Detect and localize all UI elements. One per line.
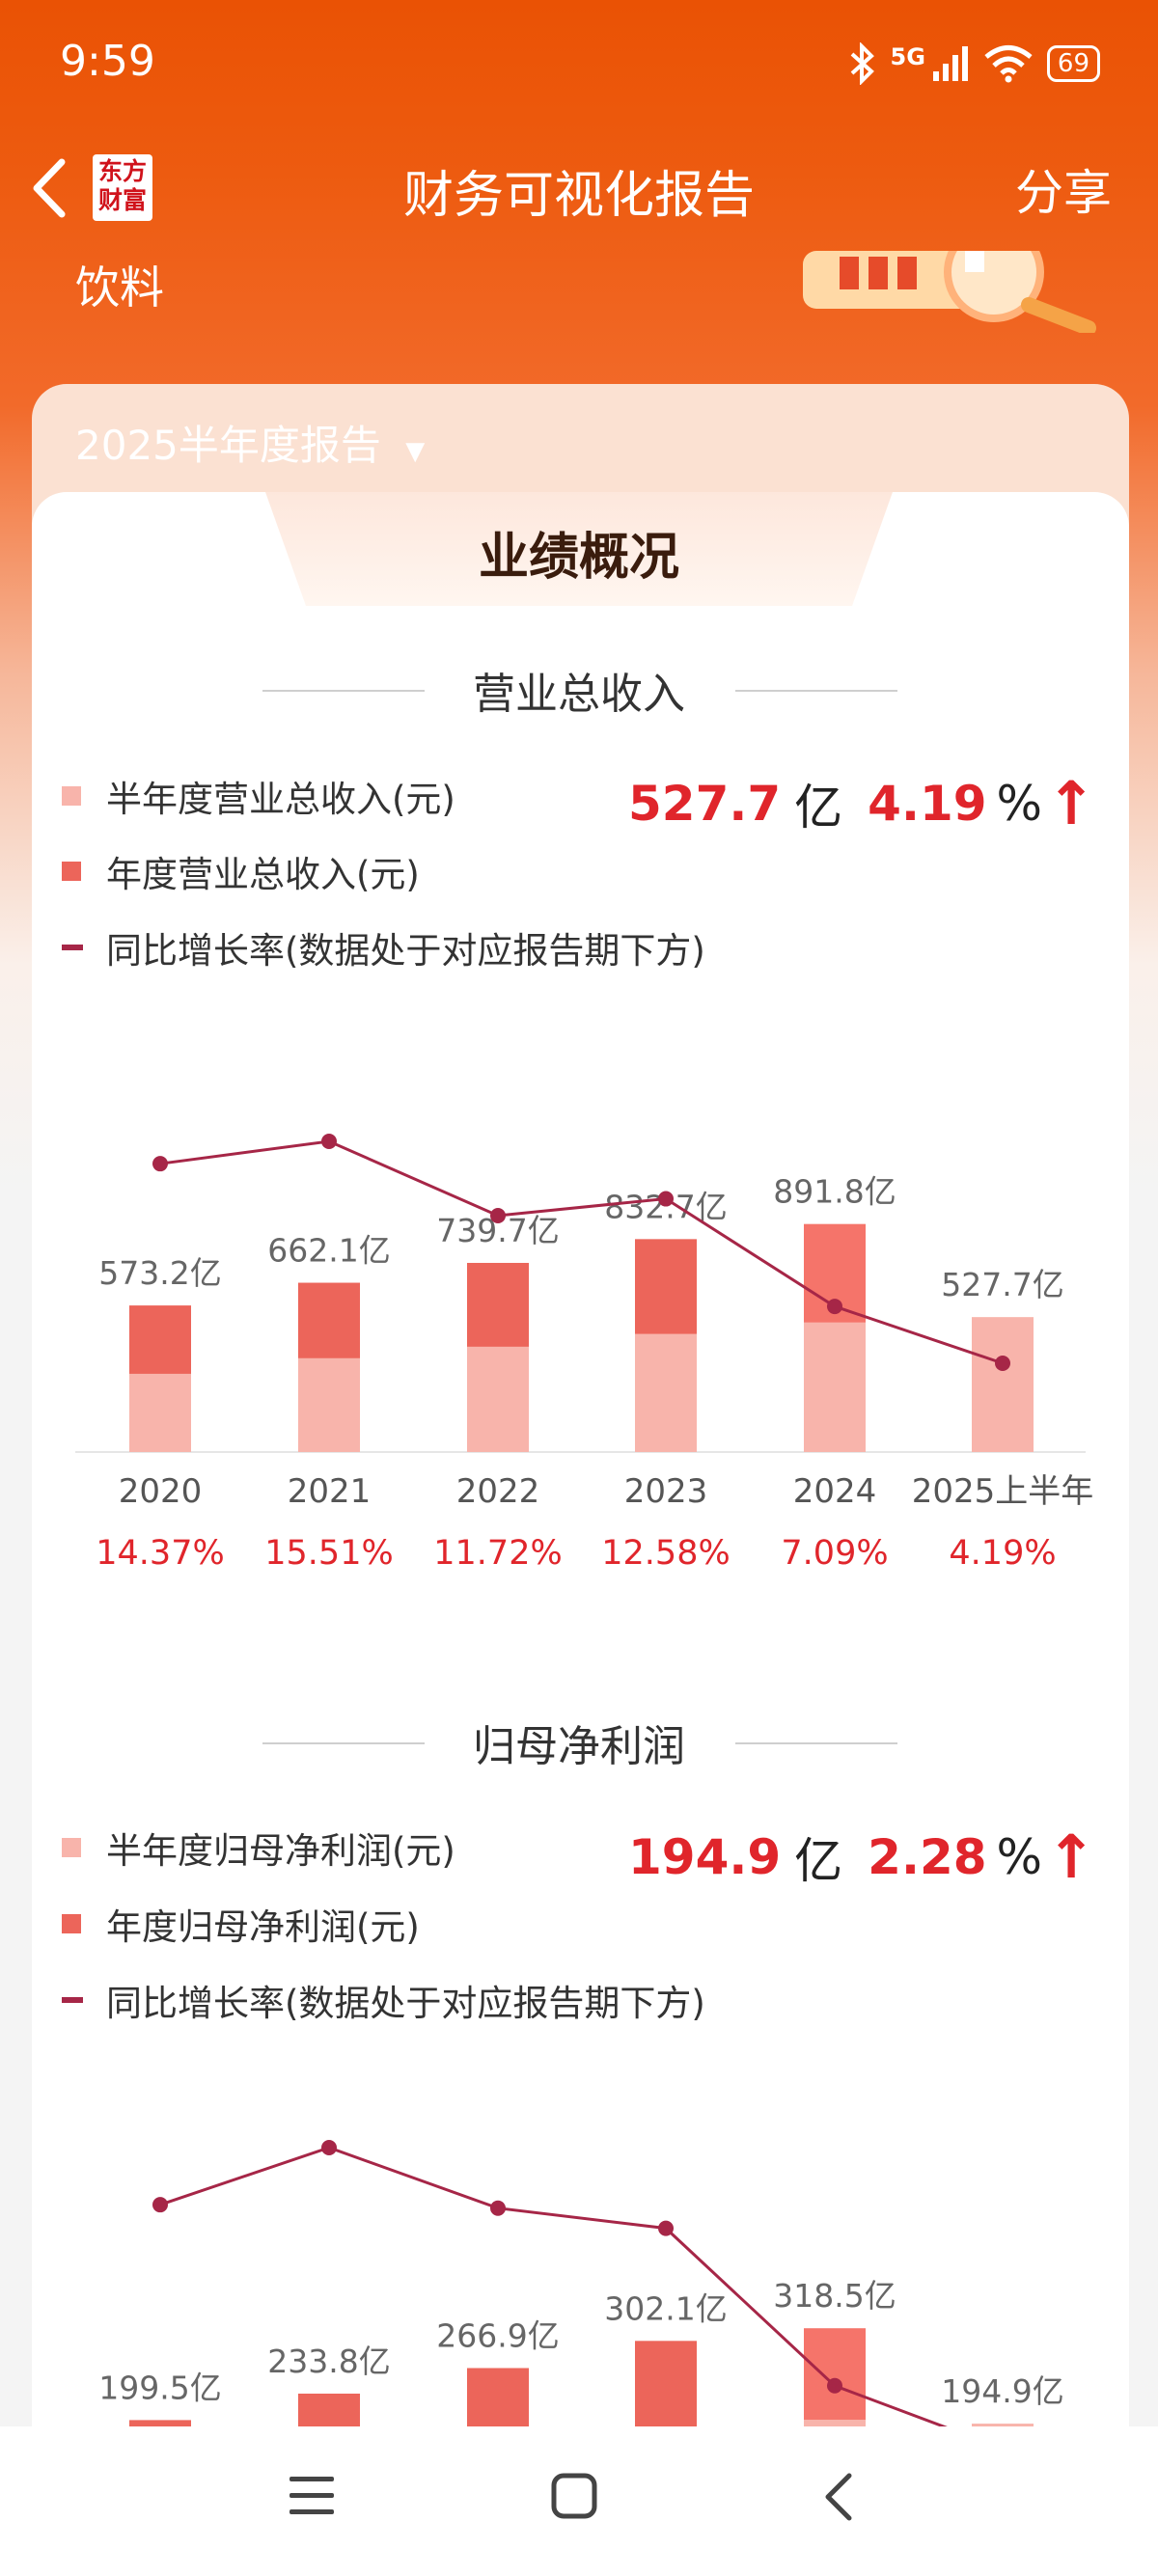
legend-growth-profit: 同比增长率(数据处于对应报告期下方) xyxy=(62,1974,705,2026)
growth-rate-point xyxy=(490,1208,506,1224)
menu-icon[interactable] xyxy=(286,2473,340,2519)
bar-value-label: 891.8亿 xyxy=(773,1173,896,1211)
half-year-bar xyxy=(972,2424,1034,2426)
system-nav-bar xyxy=(0,2426,1158,2576)
legend-annual-revenue: 年度营业总收入(元) xyxy=(62,845,420,897)
growth-rate-point xyxy=(321,2140,337,2155)
legend-swatch xyxy=(62,1838,81,1857)
half-year-bar xyxy=(129,1373,191,1452)
growth-rate-label: 11.72% xyxy=(433,1534,562,1573)
profit-kpi: 194.9 亿 2.28 % ↑ xyxy=(628,1822,1096,1892)
period-selector[interactable]: 2025半年度报告 ▼ xyxy=(75,422,426,469)
growth-rate-label: 4.19% xyxy=(949,1534,1056,1573)
growth-rate-label: 7.09% xyxy=(781,1534,888,1573)
legend-half-profit: 半年度归母净利润(元) xyxy=(62,1822,455,1874)
annual-bar xyxy=(467,2368,529,2426)
growth-rate-label: 15.51% xyxy=(264,1534,393,1573)
x-tick-label: 2023 xyxy=(624,1472,708,1511)
back-arrow-icon[interactable] xyxy=(27,154,75,222)
legend-annual-profit: 年度归母净利润(元) xyxy=(62,1898,420,1950)
bar-value-label: 527.7亿 xyxy=(941,1266,1063,1303)
revenue-section-title: 营业总收入 xyxy=(473,670,685,719)
growth-rate-point xyxy=(827,1299,842,1315)
bar-value-label: 302.1亿 xyxy=(604,2289,727,2327)
half-year-bar xyxy=(804,1322,866,1452)
x-tick-label: 2020 xyxy=(119,1472,203,1511)
bar-value-label: 266.9亿 xyxy=(436,2316,559,2354)
growth-rate-point xyxy=(658,2220,674,2236)
section-tab-shape xyxy=(265,492,893,606)
legend-line-swatch xyxy=(62,1997,83,2003)
x-tick-label: 2024 xyxy=(793,1472,877,1511)
page-title: 财务可视化报告 xyxy=(402,167,755,225)
x-tick-label: 2025上半年 xyxy=(912,1472,1094,1511)
bar-value-label: 318.5亿 xyxy=(773,2277,896,2315)
section-divider-right xyxy=(735,1742,897,1744)
home-icon[interactable] xyxy=(550,2472,598,2520)
half-year-bar xyxy=(467,1346,529,1452)
growth-rate-point xyxy=(152,1156,168,1172)
annual-bar xyxy=(804,2328,866,2426)
company-name: 饮料 xyxy=(75,261,164,314)
x-tick-label: 2022 xyxy=(456,1472,540,1511)
growth-rate-point xyxy=(658,1191,674,1207)
report-card-body xyxy=(32,492,1129,2576)
network-label: 5G xyxy=(890,43,925,70)
bar-value-label: 194.9亿 xyxy=(941,2372,1063,2410)
signal-icon xyxy=(932,46,968,81)
revenue-chart: 573.2亿202014.37%662.1亿202115.51%739.7亿20… xyxy=(75,1134,1094,1573)
half-year-bar xyxy=(298,1357,360,1452)
annual-bar xyxy=(298,2393,360,2426)
growth-rate-point xyxy=(152,2197,168,2213)
growth-rate-line xyxy=(159,2146,948,2426)
annual-bar xyxy=(129,2420,191,2426)
legend-swatch xyxy=(62,786,81,806)
legend-half-revenue: 半年度营业总收入(元) xyxy=(62,770,455,822)
back-nav-icon[interactable] xyxy=(818,2470,857,2524)
section-divider-left xyxy=(262,1742,425,1744)
profit-section-title: 归母净利润 xyxy=(473,1722,685,1771)
revenue-kpi: 527.7 亿 4.19 % ↑ xyxy=(628,768,1096,838)
half-year-bar xyxy=(804,2420,866,2426)
growth-rate-label: 12.58% xyxy=(601,1534,730,1573)
growth-rate-point xyxy=(321,1134,337,1149)
section-tab-title: 业绩概况 xyxy=(478,529,679,587)
battery-indicator: 69 xyxy=(1046,45,1100,82)
bar-value-label: 662.1亿 xyxy=(267,1232,390,1270)
wifi-icon xyxy=(984,45,1033,83)
section-divider-right xyxy=(735,690,897,692)
growth-rate-line xyxy=(159,1139,1004,1365)
bar-value-label: 573.2亿 xyxy=(98,1254,221,1292)
app-logo: 东方 财富 xyxy=(93,154,152,221)
growth-rate-label: 14.37% xyxy=(96,1534,224,1573)
growth-rate-point xyxy=(995,1356,1010,1371)
legend-swatch xyxy=(62,862,81,881)
legend-growth-revenue: 同比增长率(数据处于对应报告期下方) xyxy=(62,921,705,973)
bluetooth-icon xyxy=(850,42,874,85)
growth-rate-point xyxy=(490,2200,506,2216)
status-icons: 5G 69 xyxy=(848,37,1100,91)
annual-bar xyxy=(635,2341,697,2426)
arrow-up-icon: ↑ xyxy=(1046,1822,1096,1892)
legend-swatch xyxy=(62,1914,81,1933)
share-button[interactable]: 分享 xyxy=(1015,165,1112,221)
section-divider-left xyxy=(262,690,425,692)
half-year-bar xyxy=(635,1333,697,1452)
arrow-up-icon: ↑ xyxy=(1046,768,1096,838)
half-year-bar xyxy=(972,1317,1034,1452)
bar-value-label: 233.8亿 xyxy=(267,2343,390,2380)
bar-value-label: 199.5亿 xyxy=(98,2369,221,2406)
caret-down-icon: ▼ xyxy=(405,437,426,466)
legend-line-swatch xyxy=(62,945,83,950)
status-time: 9:59 xyxy=(60,37,155,86)
x-tick-label: 2021 xyxy=(288,1472,372,1511)
profit-chart: 199.5亿 233.8亿 266.9亿 302.1亿 318.5亿 194.9亿 xyxy=(98,2140,1064,2426)
report-illustration-icon xyxy=(803,251,1096,333)
growth-rate-point xyxy=(827,2377,842,2394)
